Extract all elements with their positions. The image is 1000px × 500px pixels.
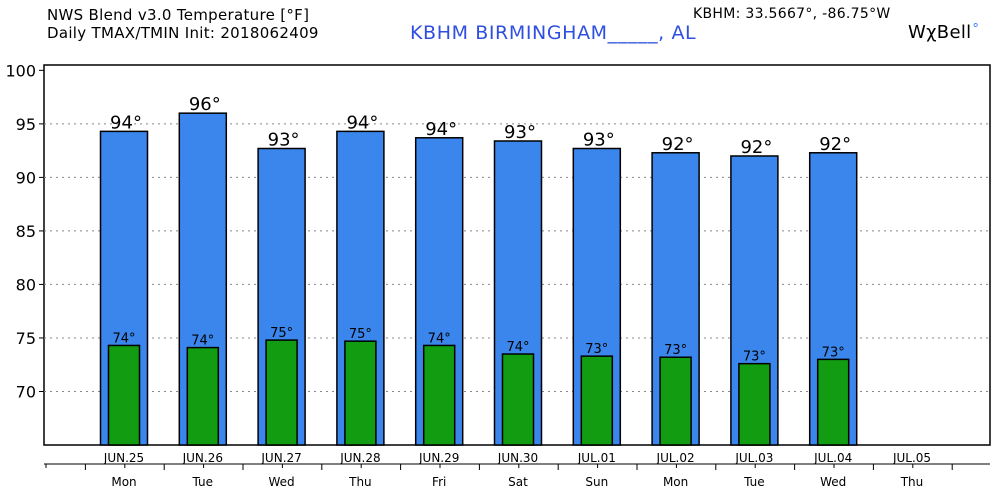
tmin-label: 73°: [743, 350, 766, 365]
y-tick-label: 90: [16, 168, 36, 187]
chart-title-line2: Daily TMAX/TMIN Init: 2018062409: [47, 24, 319, 42]
tmax-label: 93°: [504, 122, 536, 143]
tmin-label: 75°: [349, 327, 372, 342]
x-weekday-label: Wed: [820, 475, 846, 489]
tmax-label: 94°: [110, 112, 142, 133]
x-date-label: JUN.27: [260, 451, 301, 465]
station-name: KBHM BIRMINGHAM_____, AL: [410, 22, 697, 44]
x-date-label: JUL.05: [892, 451, 931, 465]
x-weekday-label: Mon: [111, 475, 136, 489]
x-date-label: JUN.26: [182, 451, 223, 465]
x-weekday-label: Sun: [585, 475, 608, 489]
x-date-label: JUN.29: [418, 451, 459, 465]
tmax-label: 93°: [583, 129, 615, 150]
tmax-label: 92°: [819, 134, 851, 155]
x-date-label: JUL.03: [734, 451, 773, 465]
brand-logo: WχBell°: [908, 22, 979, 43]
tmin-bars: [107, 339, 850, 446]
tmin-label: 73°: [585, 342, 608, 357]
x-weekday-label: Fri: [432, 475, 446, 489]
x-date-label: JUN.25: [103, 451, 144, 465]
y-tick-label: 85: [16, 222, 36, 241]
brand-mark-icon: °: [972, 22, 980, 37]
tmin-label: 75°: [270, 326, 293, 341]
x-date-label: JUN.30: [497, 451, 538, 465]
tmin-bar: [265, 339, 298, 446]
bar-labels: 94° 74° 96° 74° 93° 75° 94° 75° 94° 74° 93° 74° 93° 7…: [110, 94, 851, 364]
x-weekday-label: Thu: [900, 475, 924, 489]
tmin-label: 74°: [112, 331, 135, 346]
x-date-label: JUL.02: [656, 451, 695, 465]
tmax-label: 94°: [425, 119, 457, 140]
station-coordinates: KBHM: 33.5667°, -86.75°W: [693, 6, 891, 22]
y-tick-label: 75: [16, 329, 36, 348]
x-date-label: JUL.04: [813, 451, 852, 465]
x-date-label: JUN.28: [339, 451, 380, 465]
brand-name: WχBell: [908, 22, 972, 43]
y-axis: 70 75 80 85 90 95 100: [5, 61, 44, 401]
tmax-label: 92°: [740, 137, 772, 158]
x-date-label: JUL.01: [577, 451, 616, 465]
tmin-bar: [186, 346, 220, 446]
y-tick-label: 95: [16, 115, 36, 134]
tmax-label: 94°: [346, 112, 378, 133]
tmin-bar: [501, 353, 535, 446]
y-tick-label: 70: [16, 382, 36, 401]
chart-title-line1: NWS Blend v3.0 Temperature [°F]: [47, 6, 310, 24]
tmax-label: 92°: [662, 134, 694, 155]
tmin-bar: [659, 356, 692, 446]
x-weekday-label: Tue: [192, 475, 214, 489]
tmin-label: 73°: [822, 345, 845, 360]
tmin-bar: [580, 355, 614, 446]
tmin-label: 74°: [506, 340, 529, 355]
tmax-label: 93°: [268, 129, 300, 150]
tmin-label: 74°: [428, 331, 451, 346]
x-weekday-label: Wed: [269, 475, 295, 489]
tmin-bar: [422, 344, 456, 446]
tmin-bar: [738, 362, 771, 446]
y-tick-label: 100: [5, 61, 36, 80]
y-tick-label: 80: [16, 275, 36, 294]
x-weekday-label: Tue: [743, 475, 765, 489]
tmin-bar: [816, 358, 850, 446]
tmax-label: 96°: [189, 94, 221, 115]
x-weekday-label: Thu: [348, 475, 372, 489]
tmin-label: 73°: [664, 343, 687, 358]
tmin-bar: [107, 344, 141, 446]
x-weekday-label: Sat: [508, 475, 528, 489]
x-weekday-label: Mon: [663, 475, 688, 489]
tmin-bar: [344, 340, 377, 446]
tmin-label: 74°: [191, 334, 214, 349]
x-axis: JUN.25 Mon JUN.26 Tue JUN.27 Wed JUN.28 Thu JUN.…: [45, 451, 953, 489]
